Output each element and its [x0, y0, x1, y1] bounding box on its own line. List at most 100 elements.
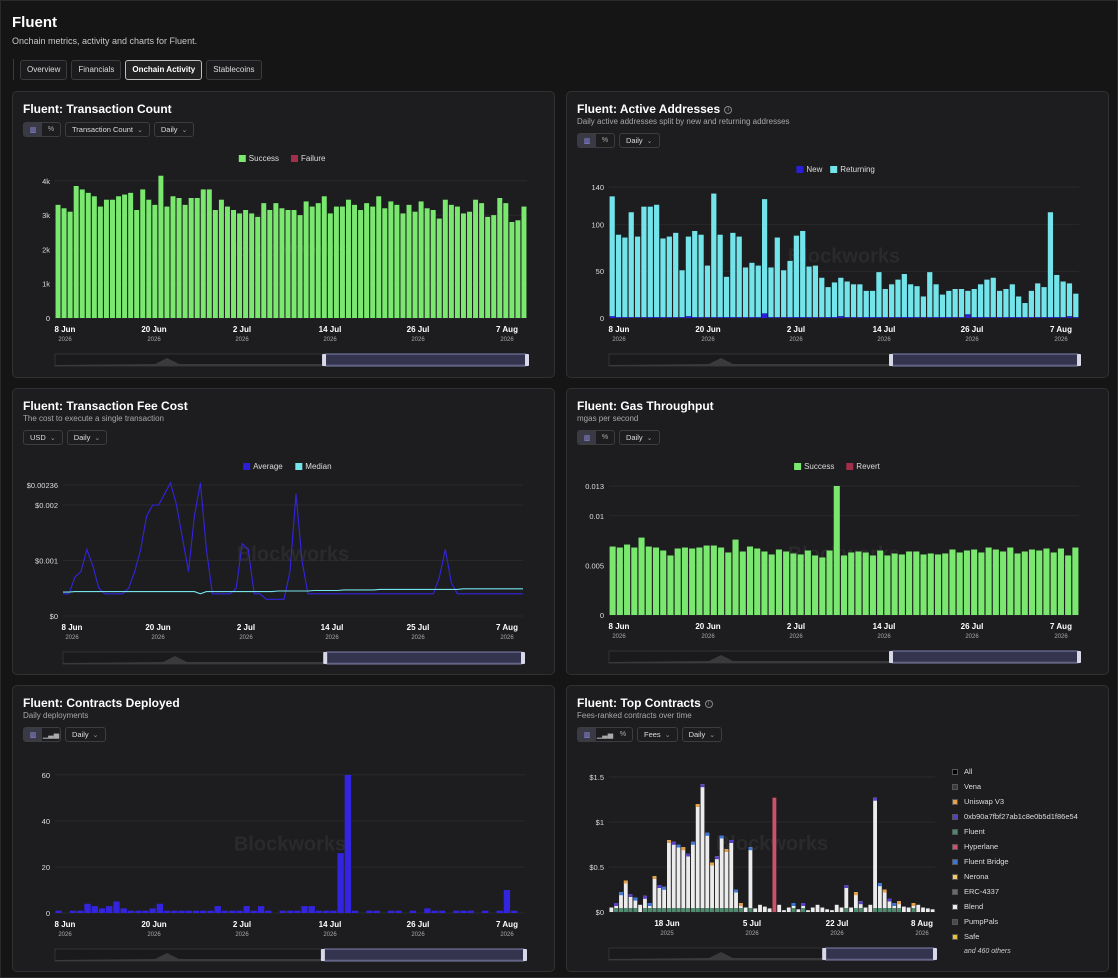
bar — [673, 317, 679, 318]
y-tick-label: 0 — [600, 314, 604, 323]
bar-chart-icon[interactable]: ▥ — [24, 123, 42, 136]
dropdown-label: Daily — [626, 136, 643, 145]
x-tick-label: 20 Jun — [141, 920, 166, 929]
legend-item[interactable]: 0xb90a7fbf27ab1c8e0b5d1f86e54 — [952, 809, 1078, 824]
bar-segment — [729, 908, 734, 912]
bar — [946, 290, 952, 318]
card-title: Fluent: Transaction Fee Cost — [23, 399, 188, 413]
bar — [711, 317, 717, 318]
interval-dropdown[interactable]: Daily ⌄ — [66, 430, 108, 445]
metric-dropdown[interactable]: Transaction Count ⌄ — [65, 122, 150, 137]
bar-segment — [671, 908, 676, 912]
bar — [1060, 317, 1066, 318]
chevron-down-icon: ⌄ — [664, 732, 671, 739]
bar — [351, 910, 359, 913]
bar — [647, 317, 653, 318]
x-tick-label: 26 Jul — [961, 325, 984, 334]
percent-icon[interactable]: % — [601, 137, 609, 144]
bar-chart-icon[interactable]: ▥ — [578, 431, 596, 444]
legend-item[interactable]: PumpPals — [952, 914, 1078, 929]
bar — [609, 907, 614, 912]
legend-item[interactable]: Vena — [952, 779, 1078, 794]
bar-chart-icon[interactable]: ▥ — [24, 728, 42, 741]
legend-swatch — [291, 155, 298, 162]
legend-item[interactable]: Safe — [952, 929, 1078, 944]
bar — [906, 907, 911, 912]
navigator-selection — [322, 948, 526, 962]
bar-chart-icon[interactable]: ▥ — [578, 134, 596, 147]
bar — [761, 551, 768, 615]
interval-dropdown[interactable]: Daily ⌄ — [681, 727, 723, 742]
legend-item[interactable]: Uniswap V3 — [952, 794, 1078, 809]
tab-financials[interactable]: Financials — [71, 59, 122, 80]
legend-item[interactable]: Nerona — [952, 869, 1078, 884]
y-tick-label: 40 — [42, 817, 50, 826]
bar — [844, 281, 850, 318]
bar — [704, 265, 711, 318]
legend-label: Vena — [964, 782, 982, 791]
metric-dropdown[interactable]: Fees ⌄ — [637, 727, 678, 742]
bar — [77, 910, 84, 913]
tab-stablecoins[interactable]: Stablecoins — [206, 59, 262, 80]
bar — [1041, 317, 1047, 318]
bar — [920, 296, 926, 318]
interval-dropdown[interactable]: Daily ⌄ — [153, 122, 195, 137]
bar — [711, 193, 717, 318]
bar — [743, 907, 748, 912]
bar-segment — [623, 908, 628, 912]
info-icon[interactable]: i — [724, 106, 733, 114]
chart-controls: ▥ ▁▃▅ Daily ⌄ — [23, 727, 106, 742]
bar — [624, 544, 631, 615]
currency-dropdown[interactable]: USD ⌄ — [23, 430, 63, 445]
x-tick-year: 2026 — [612, 634, 626, 640]
interval-dropdown[interactable]: Daily ⌄ — [619, 133, 660, 148]
legend-item[interactable]: Blend — [952, 899, 1078, 914]
percent-icon[interactable]: % — [47, 126, 55, 133]
interval-dropdown[interactable]: Daily ⌄ — [619, 430, 660, 445]
bar — [641, 206, 647, 318]
bar — [934, 554, 942, 615]
bar — [873, 797, 877, 912]
bar — [294, 910, 301, 913]
legend-item[interactable]: Fluent Bridge — [952, 854, 1078, 869]
bar — [388, 201, 394, 318]
series-line — [63, 481, 523, 600]
tab-onchain-activity[interactable]: Onchain Activity — [125, 59, 203, 80]
bar-segment — [623, 880, 628, 884]
percent-icon[interactable]: % — [619, 731, 627, 738]
bar — [819, 557, 826, 615]
x-tick-year: 2026 — [877, 337, 891, 343]
bar — [243, 210, 249, 318]
percent-icon[interactable]: % — [601, 434, 609, 441]
legend-item[interactable]: All — [952, 764, 1078, 779]
bar — [482, 910, 489, 913]
x-tick-label: 14 Jul — [321, 623, 344, 632]
bar — [128, 192, 134, 318]
x-tick-year: 2026 — [58, 337, 72, 343]
legend-item[interactable]: Fluent — [952, 824, 1078, 839]
signal-bars-icon[interactable]: ▁▃▅ — [596, 731, 614, 739]
bar — [901, 274, 907, 318]
bar — [887, 898, 892, 912]
y-tick-label: $0.5 — [589, 863, 604, 872]
bar — [614, 903, 619, 912]
bar — [1016, 296, 1022, 318]
bar — [158, 175, 164, 318]
tab-overview[interactable]: Overview — [20, 59, 68, 80]
bar — [321, 196, 327, 318]
x-tick-label: 14 Jul — [319, 920, 342, 929]
dropdown-label: Daily — [72, 730, 89, 739]
legend-item[interactable]: Hyperlane — [952, 839, 1078, 854]
bar — [279, 910, 286, 913]
bar — [503, 203, 509, 318]
info-icon[interactable]: i — [704, 700, 713, 708]
legend-item[interactable]: ERC-4337 — [952, 884, 1078, 899]
bar-chart-icon[interactable]: ▥ — [578, 728, 596, 741]
x-tick-year: 2026 — [830, 931, 844, 937]
bar — [920, 554, 927, 615]
signal-bars-icon[interactable]: ▁▃▅ — [42, 731, 60, 739]
interval-dropdown[interactable]: Daily ⌄ — [65, 727, 106, 742]
x-tick-year: 2026 — [500, 337, 514, 343]
bar — [920, 317, 926, 318]
